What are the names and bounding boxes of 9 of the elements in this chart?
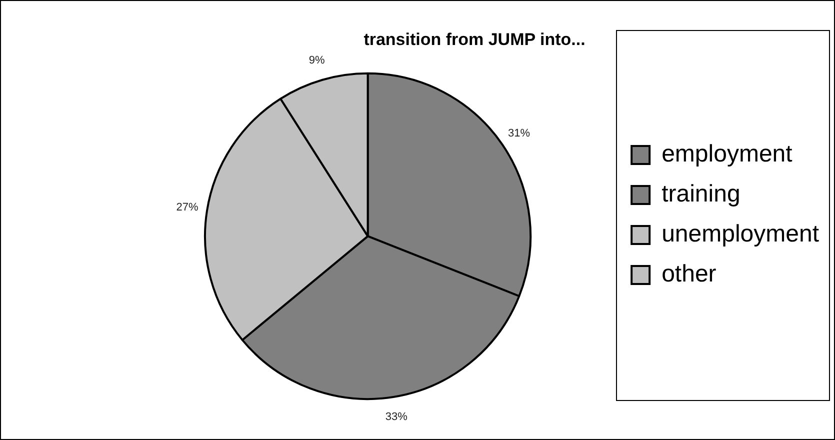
data-label: 33% [385,410,408,423]
data-label: 9% [308,54,325,67]
data-label: 27% [176,202,198,214]
legend-label: training [662,180,740,208]
data-label: 31% [508,127,530,140]
legend-label: employment [662,140,793,168]
legend-label: other [662,260,716,288]
legend-label: unemployment [662,220,820,248]
chart-title: transition from JUMP into... [364,30,586,49]
